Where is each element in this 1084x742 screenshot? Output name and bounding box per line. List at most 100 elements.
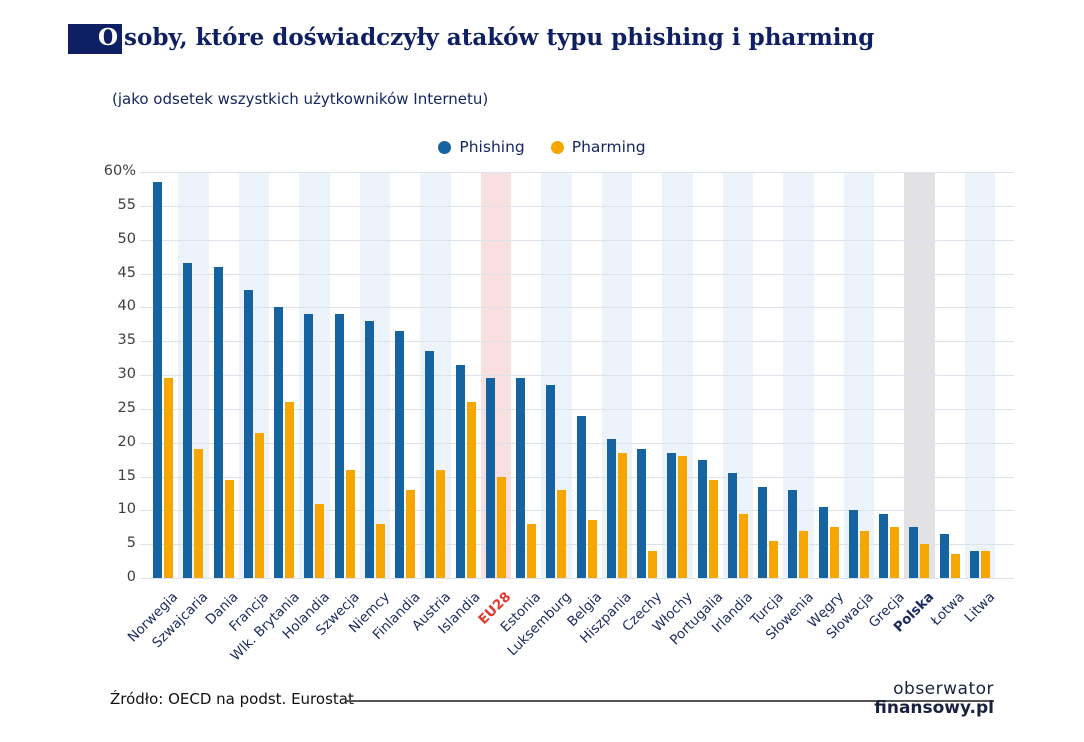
bar-phishing-Francja — [243, 290, 253, 578]
bar-phishing-Holandia — [304, 314, 314, 578]
phishing-legend-dot — [438, 140, 452, 154]
gridline-60 — [140, 172, 1014, 173]
bar-pharming-Islandia — [466, 402, 476, 578]
column-stripe-Szwajcaria — [178, 172, 209, 578]
bar-phishing-Czechy — [637, 449, 647, 578]
gridline-55 — [140, 205, 1014, 207]
x-axis-label-Luksemburg: Luksemburg — [504, 589, 575, 660]
bar-pharming-Szwajcaria — [194, 449, 204, 578]
bar-pharming-Luksemburg — [557, 490, 567, 578]
column-stripe-Włochy — [662, 172, 693, 578]
bar-phishing-Szwecja — [334, 314, 344, 578]
column-stripe-Litwa — [964, 172, 995, 578]
x-axis-label-Polska: Polska — [891, 589, 938, 636]
column-stripe-Holandia — [299, 172, 330, 578]
bar-pharming-Francja — [254, 432, 264, 578]
bar-phishing-Węgry — [818, 506, 828, 578]
column-stripe-EU28 — [480, 172, 511, 578]
footer-divider — [346, 700, 994, 702]
y-axis-label-55: 55 — [117, 196, 136, 213]
bar-phishing-EU28 — [485, 378, 495, 578]
bar-phishing-Luksemburg — [546, 385, 556, 578]
bar-pharming-Włochy — [678, 456, 688, 578]
y-axis-label-15: 15 — [117, 467, 136, 484]
bar-pharming-Łotwa — [950, 554, 960, 578]
gridline-40 — [140, 307, 1014, 309]
x-axis-label-Irlandia: Irlandia — [709, 589, 757, 637]
x-axis-label-Portugalia: Portugalia — [666, 589, 726, 649]
bar-phishing-Wlk. Brytania — [274, 307, 284, 578]
column-stripe-Luksemburg — [541, 172, 572, 578]
bar-pharming-Niemcy — [375, 523, 385, 578]
bar-phishing-Słowacja — [848, 510, 858, 578]
bar-pharming-Norwegia — [164, 378, 174, 578]
gridline-15 — [140, 476, 1014, 478]
x-axis-label-Grecja: Grecja — [865, 589, 908, 632]
bar-pharming-Węgry — [829, 527, 839, 578]
column-stripe-Hiszpania — [601, 172, 632, 578]
bar-pharming-Grecja — [890, 527, 900, 578]
legend-item-pharming: Pharming — [550, 138, 646, 156]
bar-phishing-Litwa — [969, 550, 979, 578]
bar-phishing-Polska — [909, 527, 919, 578]
legend-item-phishing: Phishing — [438, 138, 525, 156]
bar-phishing-Niemcy — [364, 320, 374, 578]
y-axis-label-35: 35 — [117, 332, 136, 349]
bar-phishing-Islandia — [455, 364, 465, 578]
bar-phishing-Dania — [213, 266, 223, 578]
bar-pharming-Irlandia — [738, 513, 748, 578]
bar-pharming-Dania — [224, 479, 234, 578]
bar-pharming-Szwecja — [345, 469, 355, 578]
bar-phishing-Norwegia — [153, 182, 163, 578]
x-axis-label-Belgia: Belgia — [563, 589, 605, 630]
brand-logo-line1: obserwator — [893, 679, 994, 699]
bar-pharming-Słowenia — [799, 530, 809, 578]
bar-phishing-Finlandia — [395, 331, 405, 578]
bar-pharming-Austria — [436, 469, 446, 578]
x-axis-label-Wlk. Brytania: Wlk. Brytania — [227, 589, 303, 665]
bar-pharming-Belgia — [587, 520, 597, 578]
bar-phishing-Hiszpania — [606, 439, 616, 578]
bar-pharming-Holandia — [315, 503, 325, 578]
x-axis-label-Norwegia: Norwegia — [124, 589, 182, 646]
bar-phishing-Włochy — [667, 452, 677, 578]
bar-phishing-Łotwa — [939, 534, 949, 578]
x-axis-label-Austria: Austria — [408, 589, 454, 635]
y-axis-label-10: 10 — [117, 501, 136, 518]
y-axis-label-45: 45 — [117, 264, 136, 281]
bar-phishing-Austria — [425, 351, 435, 578]
x-axis-label-Łotwa: Łotwa — [928, 589, 968, 629]
column-stripe-Francja — [238, 172, 269, 578]
bar-pharming-EU28 — [496, 476, 506, 578]
x-axis-label-Finlandia: Finlandia — [369, 589, 424, 643]
bar-pharming-Słowacja — [859, 530, 869, 578]
x-axis-label-Litwa: Litwa — [961, 589, 999, 626]
bar-pharming-Estonia — [527, 523, 537, 578]
x-axis-label-Hiszpania: Hiszpania — [577, 589, 636, 647]
gridline-5 — [140, 544, 1014, 546]
bar-phishing-Szwajcaria — [183, 263, 193, 578]
bar-pharming-Czechy — [648, 550, 658, 578]
x-axis-label-Szwajcaria: Szwajcaria — [149, 589, 212, 652]
source-text: Źródło: OECD na podst. Eurostat — [110, 690, 354, 708]
column-stripe-Austria — [420, 172, 451, 578]
bar-pharming-Finlandia — [406, 490, 416, 578]
pharming-legend-label: Pharming — [571, 138, 646, 156]
x-axis-label-Francja: Francja — [226, 589, 273, 635]
x-axis-label-Turcja: Turcja — [747, 589, 787, 629]
bar-pharming-Wlk. Brytania — [285, 402, 295, 578]
chart-subtitle: (jako odsetek wszystkich użytkowników In… — [112, 90, 489, 108]
bar-pharming-Litwa — [980, 550, 990, 578]
y-axis-label-60: 60% — [103, 163, 136, 179]
x-axis-label-Estonia: Estonia — [497, 589, 545, 636]
column-stripe-Polska — [904, 172, 935, 578]
column-stripe-Niemcy — [359, 172, 390, 578]
title-text: soby, które doświadczyły ataków typu phi… — [124, 24, 875, 51]
gridline-35 — [140, 341, 1014, 343]
bar-phishing-Estonia — [516, 378, 526, 578]
gridline-20 — [140, 442, 1014, 444]
y-axis-label-0: 0 — [126, 569, 136, 585]
x-axis-label-Holandia: Holandia — [279, 589, 333, 643]
